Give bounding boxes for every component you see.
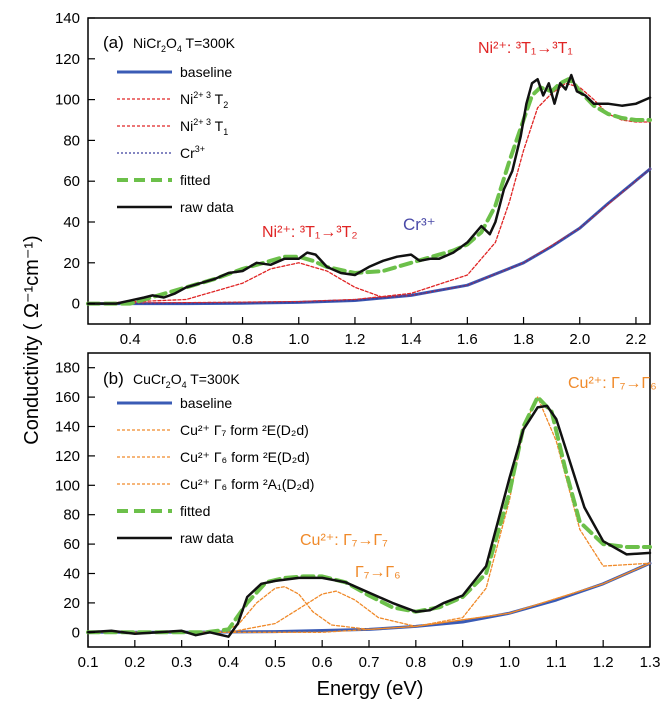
- x-tick-label: 0.7: [359, 654, 380, 671]
- x-tick-label: 1.0: [288, 331, 309, 348]
- y-tick-label: 120: [55, 448, 80, 465]
- x-tick-label: 2.2: [626, 331, 647, 348]
- y-tick-label: 40: [63, 566, 80, 583]
- y-axis-label: Conductivity ( Ω⁻¹cm⁻¹): [21, 235, 43, 444]
- y-tick-label: 80: [63, 507, 80, 524]
- x-tick-label: 0.4: [218, 654, 239, 671]
- x-tick-label: 1.4: [401, 331, 422, 348]
- y-tick-label: 180: [55, 360, 80, 377]
- panel-b-legend: baseline Cu²⁺ Γ₇ form ²E(D₂d) Cu²⁺ Γ₆ form…: [117, 395, 314, 546]
- y-tick-label: 0: [72, 296, 80, 313]
- series-line-ni2-3t1: [87, 82, 651, 305]
- x-tick-label: 0.6: [312, 654, 333, 671]
- x-tick-label: 0.5: [265, 654, 286, 671]
- x-tick-label: 0.8: [232, 331, 253, 348]
- legend-label: Cu²⁺ Γ₇ form ²E(D₂d): [180, 422, 309, 438]
- x-axis-label: Energy (eV): [317, 678, 424, 700]
- y-tick-label: 120: [55, 51, 80, 68]
- y-tick-label: 140: [55, 10, 80, 27]
- x-tick-label: 0.2: [124, 654, 145, 671]
- series-line-fitted: [86, 395, 652, 635]
- panel-b: 0.1 0.2 0.3 0.4 0.5 0.6 0.7 0.8 0.9 1.0 1.1 1.2 1.3 0…: [55, 352, 661, 671]
- panel-a-title: NiCr2O4 T=300K: [133, 35, 236, 54]
- x-tick-label: 1.2: [593, 654, 614, 671]
- x-tick-label: 0.6: [176, 331, 197, 348]
- x-tick-label: 1.1: [546, 654, 567, 671]
- y-tick-label: 80: [63, 132, 80, 149]
- x-tick-label: 0.1: [78, 654, 99, 671]
- legend-label: fitted: [180, 172, 210, 188]
- x-tick-label: 2.0: [569, 331, 590, 348]
- legend-label: Cu²⁺ Γ₆ form ²E(D₂d): [180, 449, 310, 465]
- x-tick-label: 1.0: [499, 654, 520, 671]
- y-tick-label: 140: [55, 419, 80, 436]
- series-line-cr3-: [87, 168, 651, 305]
- panel-a: 0.4 0.6 0.8 1.0 1.2 1.4 1.6 1.8 2.0 2.2 0 20 40 60 80 1…: [55, 10, 652, 348]
- y-tick-label: 40: [63, 214, 80, 231]
- legend-label: raw data: [180, 530, 234, 546]
- legend-label: fitted: [180, 503, 210, 519]
- legend-label: baseline: [180, 395, 232, 411]
- annotation-ni-t1: Ni²⁺: ³T₁→³T₁: [478, 40, 573, 57]
- x-tick-label: 0.8: [405, 654, 426, 671]
- x-tick-label: 1.8: [513, 331, 534, 348]
- panel-b-title: CuCr2O4 T=300K: [133, 371, 240, 390]
- annotation-ni-t2: Ni²⁺: ³T₁→³T₂: [262, 224, 358, 241]
- y-tick-label: 60: [63, 536, 80, 553]
- y-tick-label: 100: [55, 477, 80, 494]
- y-tick-label: 100: [55, 92, 80, 109]
- panel-b-label: (b): [103, 369, 124, 388]
- series-line-fitted: [86, 77, 652, 306]
- y-tick-label: 160: [55, 389, 80, 406]
- series-line-raw-data: [86, 404, 652, 638]
- x-tick-label: 0.3: [171, 654, 192, 671]
- annotation-cr: Cr³⁺: [403, 215, 436, 234]
- series-line-baseline: [86, 167, 652, 306]
- y-tick-label: 0: [72, 624, 80, 641]
- x-tick-label: 1.6: [457, 331, 478, 348]
- series-line-raw-data: [86, 73, 652, 305]
- y-tick-label: 60: [63, 173, 80, 190]
- x-tick-label: 1.2: [345, 331, 366, 348]
- panel-b-frame: [87, 352, 651, 648]
- legend-label: raw data: [180, 199, 234, 215]
- panel-a-frame: [87, 17, 651, 325]
- annotation-cu-g7g6: Cu²⁺: Γ₇→Γ₆: [568, 375, 657, 392]
- x-tick-label: 0.4: [120, 331, 141, 348]
- legend-label: Ni2+ 3 T2: [180, 90, 228, 110]
- annotation-g7g6: Γ₇→Γ₆: [355, 564, 401, 581]
- legend-label: Ni2+ 3 T1: [180, 117, 228, 137]
- annotation-cu-g7g7: Cu²⁺: Γ₇→Γ₇: [300, 532, 388, 549]
- y-tick-label: 20: [63, 255, 80, 272]
- legend-label: Cr3+: [180, 144, 205, 161]
- x-tick-label: 1.3: [640, 654, 661, 671]
- panel-a-label: (a): [103, 33, 124, 52]
- panel-a-legend: baseline Ni2+ 3 T2 Ni2+ 3 T1 Cr3+ fitted raw …: [117, 64, 234, 215]
- legend-label: baseline: [180, 64, 232, 80]
- y-tick-label: 20: [63, 595, 80, 612]
- legend-label: Cu²⁺ Γ₆ form ²A₁(D₂d): [180, 476, 314, 492]
- x-tick-label: 0.9: [452, 654, 473, 671]
- series-line-cu2-6-form-2e-d2d-: [87, 562, 651, 633]
